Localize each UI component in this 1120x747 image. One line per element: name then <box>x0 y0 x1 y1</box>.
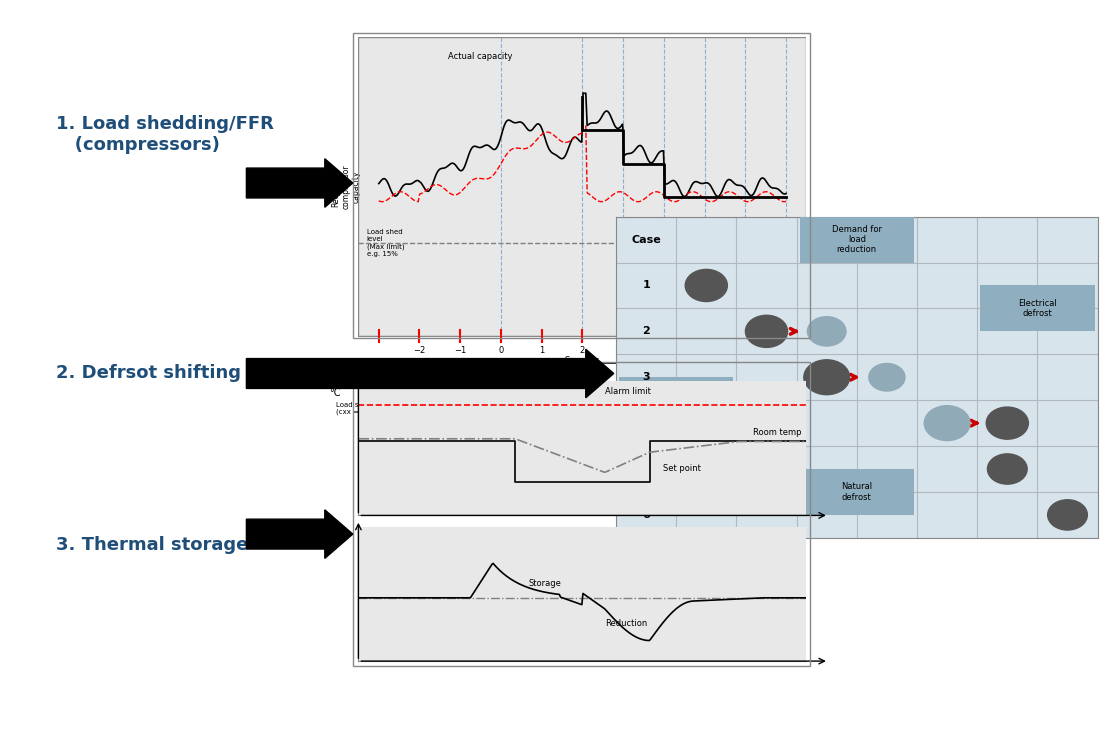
Text: 3: 3 <box>642 372 650 382</box>
FancyBboxPatch shape <box>800 469 914 515</box>
Text: 4: 4 <box>642 418 650 428</box>
Text: Electrical
defrost: Electrical defrost <box>1018 299 1057 318</box>
Text: 5: 5 <box>642 464 650 474</box>
Text: Alarm limit: Alarm limit <box>605 387 651 396</box>
Circle shape <box>746 315 787 347</box>
FancyBboxPatch shape <box>980 285 1094 332</box>
FancyBboxPatch shape <box>619 377 734 423</box>
Text: 2: 2 <box>642 326 650 336</box>
Circle shape <box>1047 500 1088 530</box>
FancyBboxPatch shape <box>800 217 914 262</box>
Text: 1. Load shedding/FFR
   (compressors): 1. Load shedding/FFR (compressors) <box>56 115 274 154</box>
Circle shape <box>804 360 850 394</box>
Circle shape <box>685 270 727 302</box>
Text: Load shedding control
(cxx = on): Load shedding control (cxx = on) <box>336 402 413 415</box>
Text: Demand for
load
reduction: Demand for load reduction <box>832 225 881 255</box>
Text: Natural
defrost: Natural defrost <box>841 483 872 502</box>
Circle shape <box>924 406 970 441</box>
Circle shape <box>808 317 846 346</box>
Text: Storage: Storage <box>529 579 561 588</box>
Text: 6: 6 <box>642 510 650 520</box>
Text: 1: 1 <box>642 280 650 291</box>
Circle shape <box>988 454 1027 484</box>
Text: Case: Case <box>632 235 661 244</box>
Text: Room temp: Room temp <box>753 427 801 436</box>
Text: Requested
compressor
capacity: Requested compressor capacity <box>332 164 361 209</box>
Circle shape <box>987 407 1028 439</box>
X-axis label: Seconds: Seconds <box>564 356 600 365</box>
Text: 3. Thermal storage: 3. Thermal storage <box>56 536 249 554</box>
Text: °C: °C <box>329 388 340 397</box>
Text: 2. Defrsot shifting: 2. Defrsot shifting <box>56 365 241 382</box>
Text: Set point: Set point <box>663 464 701 473</box>
Text: Reduction: Reduction <box>605 619 647 628</box>
Text: Actual capacity: Actual capacity <box>448 52 513 61</box>
Text: kW: kW <box>325 533 340 543</box>
Circle shape <box>869 364 905 391</box>
Text: Electrical
defrost: Electrical defrost <box>656 391 696 410</box>
Text: Load shed
level
(Max limit)
e.g. 15%: Load shed level (Max limit) e.g. 15% <box>366 229 404 257</box>
